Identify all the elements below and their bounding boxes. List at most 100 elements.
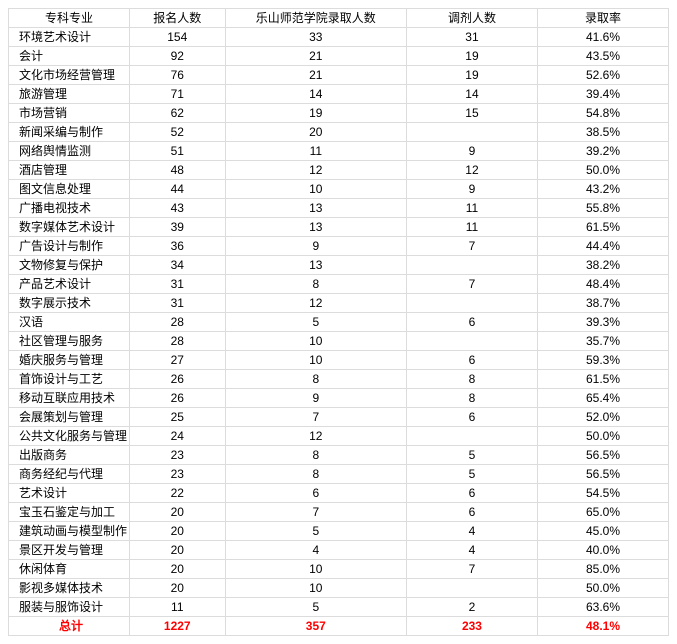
admissions-table: 专科专业 报名人数 乐山师范学院录取人数 调剂人数 录取率 环境艺术设计1543…	[8, 8, 669, 636]
cell-major: 广播电视技术	[9, 199, 130, 218]
cell-rate: 59.3%	[537, 351, 668, 370]
cell-transfer: 6	[406, 351, 537, 370]
cell-transfer: 5	[406, 446, 537, 465]
col-rate: 录取率	[537, 9, 668, 28]
cell-major: 新闻采编与制作	[9, 123, 130, 142]
cell-major: 婚庆服务与管理	[9, 351, 130, 370]
cell-major: 会计	[9, 47, 130, 66]
cell-transfer	[406, 123, 537, 142]
cell-applicants: 31	[129, 275, 225, 294]
table-row: 市场营销62191554.8%	[9, 104, 669, 123]
cell-admitted: 8	[225, 275, 406, 294]
col-major: 专科专业	[9, 9, 130, 28]
cell-rate: 54.5%	[537, 484, 668, 503]
table-row: 影视多媒体技术201050.0%	[9, 579, 669, 598]
cell-rate: 41.6%	[537, 28, 668, 47]
cell-admitted: 10	[225, 180, 406, 199]
cell-applicants: 23	[129, 465, 225, 484]
cell-transfer: 19	[406, 66, 537, 85]
cell-applicants: 62	[129, 104, 225, 123]
cell-admitted: 8	[225, 465, 406, 484]
col-admitted: 乐山师范学院录取人数	[225, 9, 406, 28]
cell-admitted: 8	[225, 370, 406, 389]
cell-total-admitted: 357	[225, 617, 406, 636]
cell-applicants: 51	[129, 142, 225, 161]
table-row: 社区管理与服务2810 35.7%	[9, 332, 669, 351]
table-row: 旅游管理71141439.4%	[9, 85, 669, 104]
cell-admitted: 10	[225, 351, 406, 370]
cell-rate: 38.2%	[537, 256, 668, 275]
table-row: 文化市场经营管理76211952.6%	[9, 66, 669, 85]
cell-rate: 85.0%	[537, 560, 668, 579]
cell-applicants: 43	[129, 199, 225, 218]
cell-major: 服装与服饰设计	[9, 598, 130, 617]
table-row: 数字媒体艺术设计39131161.5%	[9, 218, 669, 237]
cell-total-transfer: 233	[406, 617, 537, 636]
table-row: 文物修复与保护341338.2%	[9, 256, 669, 275]
cell-transfer: 31	[406, 28, 537, 47]
cell-transfer: 7	[406, 237, 537, 256]
cell-transfer: 19	[406, 47, 537, 66]
cell-applicants: 28	[129, 332, 225, 351]
cell-rate: 45.0%	[537, 522, 668, 541]
cell-major: 文物修复与保护	[9, 256, 130, 275]
table-row: 商务经纪与代理238556.5%	[9, 465, 669, 484]
cell-admitted: 13	[225, 199, 406, 218]
cell-rate: 38.7%	[537, 294, 668, 313]
cell-major: 汉语	[9, 313, 130, 332]
cell-admitted: 11	[225, 142, 406, 161]
cell-transfer: 7	[406, 560, 537, 579]
cell-rate: 54.8%	[537, 104, 668, 123]
cell-applicants: 22	[129, 484, 225, 503]
cell-rate: 43.2%	[537, 180, 668, 199]
cell-major: 首饰设计与工艺	[9, 370, 130, 389]
col-transfer: 调剂人数	[406, 9, 537, 28]
cell-rate: 48.4%	[537, 275, 668, 294]
cell-admitted: 6	[225, 484, 406, 503]
cell-applicants: 24	[129, 427, 225, 446]
cell-major: 景区开发与管理	[9, 541, 130, 560]
cell-major: 社区管理与服务	[9, 332, 130, 351]
cell-transfer: 8	[406, 389, 537, 408]
cell-rate: 50.0%	[537, 579, 668, 598]
cell-rate: 39.2%	[537, 142, 668, 161]
cell-rate: 39.3%	[537, 313, 668, 332]
cell-admitted: 10	[225, 332, 406, 351]
cell-major: 广告设计与制作	[9, 237, 130, 256]
table-header: 专科专业 报名人数 乐山师范学院录取人数 调剂人数 录取率	[9, 9, 669, 28]
cell-admitted: 14	[225, 85, 406, 104]
cell-admitted: 10	[225, 560, 406, 579]
cell-transfer: 12	[406, 161, 537, 180]
cell-applicants: 76	[129, 66, 225, 85]
cell-transfer: 11	[406, 199, 537, 218]
cell-admitted: 12	[225, 427, 406, 446]
table-row: 宝玉石鉴定与加工207665.0%	[9, 503, 669, 522]
cell-transfer	[406, 294, 537, 313]
table-row: 会展策划与管理257652.0%	[9, 408, 669, 427]
cell-admitted: 7	[225, 408, 406, 427]
cell-rate: 61.5%	[537, 218, 668, 237]
cell-admitted: 12	[225, 294, 406, 313]
table-row: 景区开发与管理204440.0%	[9, 541, 669, 560]
cell-transfer: 6	[406, 484, 537, 503]
cell-rate: 35.7%	[537, 332, 668, 351]
cell-transfer	[406, 256, 537, 275]
cell-admitted: 20	[225, 123, 406, 142]
cell-major: 数字媒体艺术设计	[9, 218, 130, 237]
cell-admitted: 19	[225, 104, 406, 123]
cell-applicants: 20	[129, 522, 225, 541]
cell-transfer: 5	[406, 465, 537, 484]
cell-admitted: 21	[225, 47, 406, 66]
cell-major: 移动互联应用技术	[9, 389, 130, 408]
cell-applicants: 26	[129, 370, 225, 389]
cell-total-rate: 48.1%	[537, 617, 668, 636]
cell-transfer	[406, 332, 537, 351]
cell-admitted: 12	[225, 161, 406, 180]
cell-applicants: 34	[129, 256, 225, 275]
cell-admitted: 5	[225, 313, 406, 332]
cell-transfer: 15	[406, 104, 537, 123]
cell-transfer: 4	[406, 522, 537, 541]
cell-applicants: 26	[129, 389, 225, 408]
cell-applicants: 71	[129, 85, 225, 104]
cell-transfer: 4	[406, 541, 537, 560]
